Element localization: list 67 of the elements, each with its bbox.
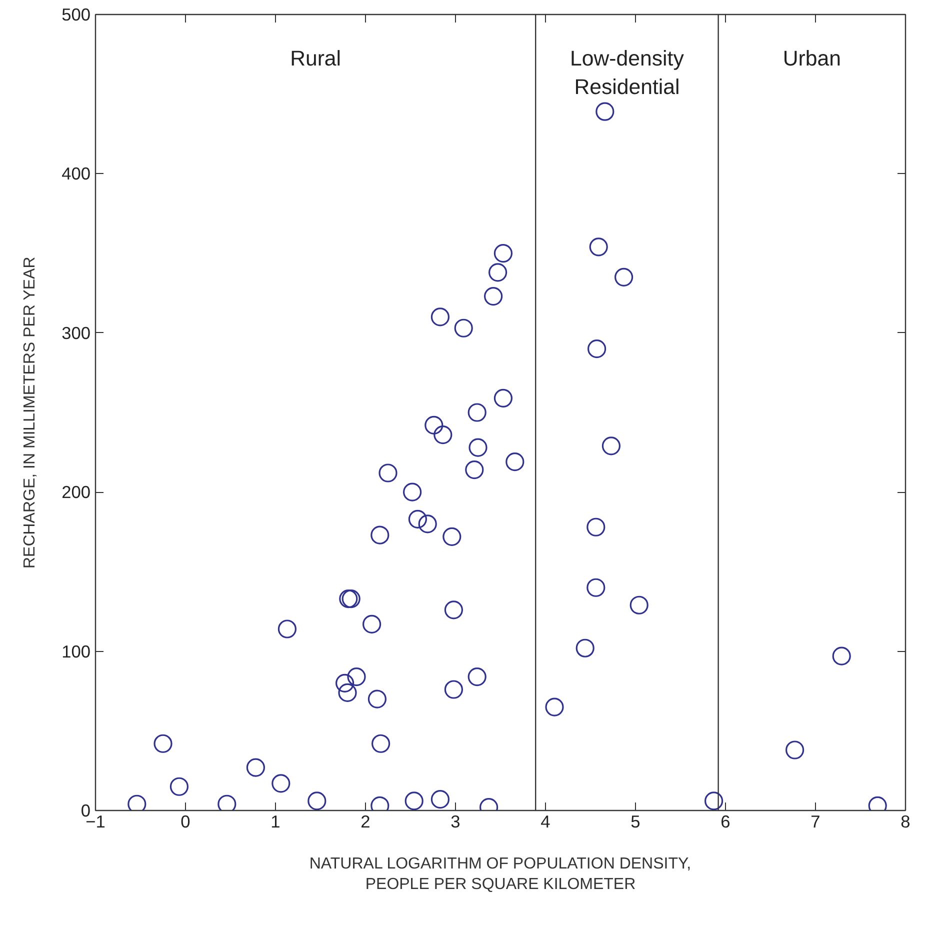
point: [418, 514, 437, 534]
annotation: Low-density Residential: [570, 46, 684, 100]
y-tick-label: 200: [62, 482, 91, 502]
point: [246, 758, 265, 777]
x-tick-label: 4: [540, 812, 551, 832]
point: [589, 238, 608, 256]
point: [465, 460, 484, 480]
x-axis-title: NATURAL LOGARITHM OF POPULATION DENSITY, PEOPLE PER SQUARE KILOMETER: [309, 856, 692, 893]
point: [586, 578, 606, 597]
point: [308, 792, 326, 810]
point: [368, 690, 386, 708]
point: [170, 777, 188, 796]
point: [430, 308, 450, 326]
point: [444, 680, 463, 699]
x-tick-label: 7: [810, 812, 820, 832]
point: [488, 263, 508, 282]
point: [468, 403, 486, 422]
point: [468, 438, 488, 457]
point: [372, 734, 390, 753]
point: [434, 426, 452, 444]
y-tick-label: 300: [62, 322, 91, 343]
point: [596, 102, 614, 121]
point: [494, 244, 512, 263]
x-tick-label: 2: [360, 812, 370, 832]
point: [272, 774, 290, 793]
y-tick-label: 100: [62, 641, 91, 662]
point: [586, 518, 606, 536]
point: [704, 792, 724, 810]
point: [430, 790, 450, 809]
annotation: Urban: [782, 46, 841, 70]
point: [786, 740, 804, 760]
y-tick-label: 400: [62, 164, 91, 184]
y-axis-title: RECHARGE, IN MILLIMETERS PER YEAR: [22, 256, 39, 569]
point: [424, 416, 444, 435]
y-tick-label: 500: [62, 4, 91, 24]
point: [403, 482, 422, 502]
point: [370, 526, 390, 544]
x-tick-label: 5: [630, 812, 640, 832]
x-tick-label: 3: [450, 812, 460, 832]
x-tick-label: 0: [180, 812, 190, 832]
point: [506, 452, 524, 472]
point: [154, 734, 172, 753]
point: [545, 698, 564, 716]
point: [832, 646, 851, 666]
x-tick-label: 1: [270, 812, 280, 832]
point: [468, 667, 486, 686]
point: [630, 596, 648, 614]
point: [362, 614, 382, 634]
x-tick-label: 8: [900, 812, 910, 832]
point: [347, 667, 366, 686]
point: [338, 683, 357, 702]
x-tick-label: 6: [720, 812, 730, 832]
annotation: Rural: [290, 46, 342, 70]
point: [404, 792, 424, 810]
point: [494, 388, 512, 408]
point: [444, 600, 463, 620]
point: [454, 318, 473, 338]
point: [602, 436, 620, 456]
point: [336, 674, 354, 692]
point: [484, 287, 503, 306]
point: [576, 638, 594, 658]
point: [408, 510, 427, 528]
point: [278, 620, 296, 638]
point: [378, 464, 398, 482]
point: [588, 340, 606, 358]
point: [614, 268, 634, 286]
point: [442, 527, 462, 546]
